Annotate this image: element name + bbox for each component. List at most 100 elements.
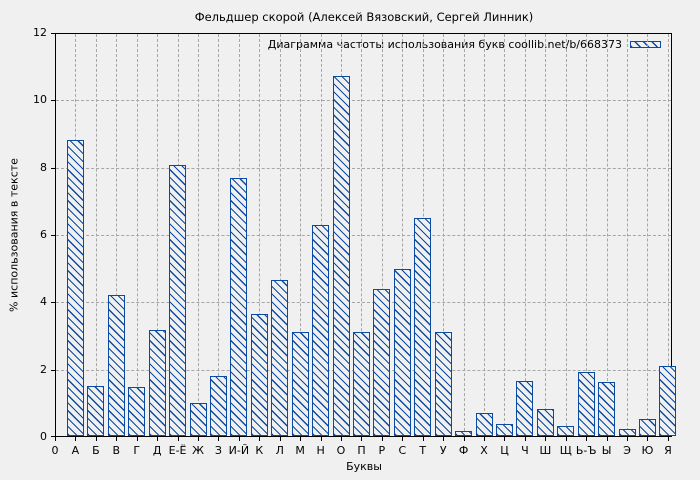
x-tick-label-Б: Б	[92, 444, 100, 457]
x-tick-label-Т: Т	[419, 444, 427, 457]
bar-Т	[414, 218, 432, 436]
x-tick-З	[218, 437, 220, 441]
h-gridline-4	[56, 302, 671, 304]
v-gridline-Ш	[545, 34, 547, 436]
x-tick-И-Й	[238, 437, 240, 441]
x-tick-Ч	[524, 437, 526, 441]
bar-Ж	[189, 402, 207, 436]
bar-Б	[87, 385, 105, 436]
v-gridline-Ю	[647, 34, 649, 436]
v-gridline-Ф	[463, 34, 465, 436]
bar-Ф	[455, 430, 473, 436]
x-tick-label-Ь-Ъ: Ь-Ъ	[575, 444, 597, 457]
x-tick-label-Я: Я	[664, 444, 672, 457]
x-tick-Э	[627, 437, 629, 441]
x-tick-О	[341, 437, 343, 441]
h-gridline-6	[56, 235, 671, 236]
bar-Ы	[598, 382, 616, 436]
x-tick-Г	[136, 437, 138, 441]
x-tick-Т	[422, 437, 424, 441]
bar-Р	[373, 288, 391, 436]
x-tick-Ю	[647, 437, 649, 441]
x-tick-label-Ц: Ц	[500, 444, 509, 457]
x-tick-label-Ш: Ш	[539, 444, 552, 457]
v-gridline-Я	[667, 34, 669, 436]
x-tick-Ь-Ъ	[586, 437, 588, 441]
v-gridline-С	[402, 34, 404, 436]
bar-Г	[128, 387, 146, 436]
legend-label: Диаграмма частоты использования букв coo…	[267, 38, 622, 51]
v-gridline-М	[300, 34, 302, 436]
chart-title: Фельдшер скорой (Алексей Вязовский, Серг…	[194, 10, 534, 24]
y-tick-0	[51, 436, 55, 437]
x-tick-0	[55, 437, 56, 441]
x-tick-label-Ы: Ы	[601, 444, 612, 457]
v-gridline-Ж	[198, 34, 199, 436]
x-tick-Р	[381, 437, 383, 441]
y-tick-label-0: 0	[40, 430, 47, 443]
x-tick-label-Д: Д	[152, 444, 162, 457]
v-gridline-Х	[484, 34, 486, 436]
v-gridline-Л	[279, 34, 281, 436]
v-gridline-Б	[95, 34, 97, 436]
x-tick-label-А: А	[71, 444, 80, 457]
bar-Я	[659, 365, 677, 436]
bar-З	[209, 375, 227, 436]
y-tick-8	[51, 167, 55, 169]
x-tick-label-З: З	[214, 444, 222, 457]
v-gridline-К	[259, 34, 261, 436]
x-tick-label-0: 0	[51, 444, 59, 457]
x-tick-label-Ф: Ф	[458, 444, 469, 457]
x-tick-label-Г: Г	[133, 444, 141, 457]
bar-Щ	[557, 425, 575, 436]
bar-Ь-Ъ	[577, 372, 595, 436]
v-gridline-Э	[627, 34, 629, 436]
x-tick-label-С: С	[398, 444, 407, 457]
x-tick-label-Щ: Щ	[559, 444, 572, 457]
legend-swatch-icon	[630, 41, 661, 48]
x-tick-label-К: К	[255, 444, 264, 457]
y-tick-label-2: 2	[40, 362, 47, 376]
x-tick-label-М: М	[295, 444, 305, 457]
x-tick-У	[443, 437, 445, 441]
bar-У	[434, 332, 452, 436]
x-tick-Б	[95, 437, 97, 441]
v-gridline-Ы	[606, 34, 608, 436]
x-tick-Я	[667, 437, 669, 441]
bar-Ц	[495, 424, 513, 436]
bar-О	[332, 75, 350, 436]
x-tick-Х	[484, 437, 486, 441]
x-tick-label-Х: Х	[480, 444, 488, 457]
x-tick-С	[402, 437, 404, 441]
y-tick-4	[51, 302, 55, 304]
v-gridline-В	[116, 34, 118, 436]
x-tick-Е-Ё	[177, 437, 179, 441]
x-tick-Щ	[565, 437, 567, 441]
bar-А	[66, 139, 84, 436]
h-gridline-8	[56, 167, 671, 169]
legend: Диаграмма частоты использования букв coo…	[268, 38, 661, 51]
x-axis-label: Буквы	[346, 460, 382, 473]
x-tick-label-Э: Э	[623, 444, 631, 457]
y-tick-label-6: 6	[40, 228, 47, 241]
y-tick-label-12: 12	[33, 26, 47, 39]
bar-Н	[312, 224, 330, 436]
x-tick-М	[300, 437, 302, 441]
x-tick-label-Л: Л	[275, 444, 284, 457]
v-gridline-Щ	[565, 34, 567, 436]
x-tick-Ж	[198, 437, 199, 441]
bar-Х	[475, 412, 493, 436]
x-tick-label-Ю: Ю	[641, 444, 654, 457]
v-gridline-Ц	[504, 34, 506, 436]
h-gridline-10	[56, 100, 671, 102]
x-tick-label-У: У	[439, 444, 447, 457]
bar-Э	[618, 429, 636, 436]
bar-Л	[271, 280, 289, 436]
bar-Е-Ё	[169, 164, 187, 436]
bar-П	[352, 332, 370, 436]
v-gridline-Ч	[524, 34, 526, 436]
x-tick-label-О: О	[336, 444, 346, 457]
y-tick-6	[51, 235, 55, 236]
x-tick-Д	[157, 437, 159, 441]
x-tick-label-В: В	[112, 444, 121, 457]
